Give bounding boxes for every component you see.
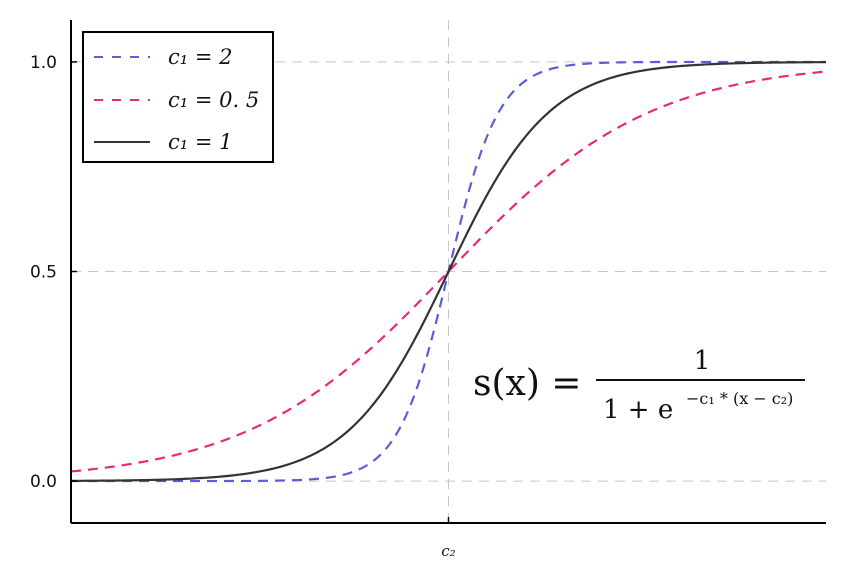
y-tick-label: 0.0 (30, 472, 57, 492)
legend-label-c1-1: c₁ = 1 (168, 130, 233, 154)
legend-label-c1-0.5: c₁ = 0. 5 (168, 88, 259, 112)
x-tick-label: c₂ (441, 542, 455, 560)
formula-lhs: s(x) = (473, 363, 581, 404)
formula-denominator: 1 + e (603, 395, 673, 425)
y-tick-label: 0.5 (30, 263, 57, 283)
y-tick-label: 1.0 (30, 53, 57, 73)
formula-annotation: s(x) = 1 1 + e −c₁ * (x − c₂) (473, 346, 805, 425)
legend: c₁ = 2 c₁ = 0. 5 c₁ = 1 (83, 32, 273, 162)
legend-label-c1-2: c₁ = 2 (168, 45, 233, 69)
formula-exponent: −c₁ * (x − c₂) (686, 389, 793, 408)
formula-numerator: 1 (694, 346, 711, 376)
